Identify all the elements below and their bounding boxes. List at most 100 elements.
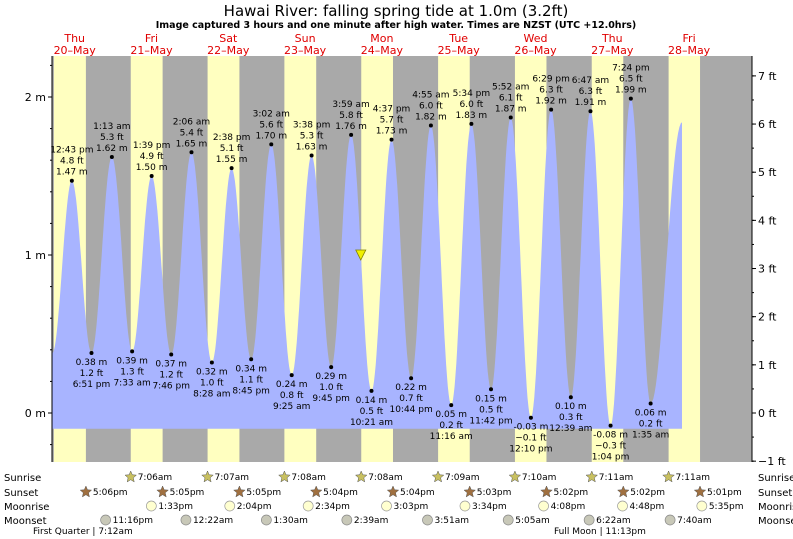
sunrise-time: 7:06am (138, 473, 173, 483)
moonset-icon (502, 514, 514, 526)
high-tide-feet: 5.3 ft (100, 133, 124, 143)
left-tick-label: 1 m (25, 249, 46, 262)
low-tide-time: 9:25 am (273, 402, 310, 412)
left-tick-label: 0 m (25, 407, 46, 420)
high-tide-time: 5:52 am (492, 83, 529, 93)
moonrise-time: 3:03pm (394, 502, 429, 512)
low-tide-metres: 0.22 m (395, 383, 427, 393)
sunset-icon (693, 485, 707, 498)
low-tide-metres: 0.37 m (155, 360, 187, 370)
sunrise-icon (201, 470, 214, 483)
astro-label-left: Sunrise (4, 473, 41, 484)
low-tide-metres: -0.03 m (513, 423, 548, 433)
low-tide-feet: 1.2 ft (159, 371, 183, 381)
sunset-icon (386, 485, 400, 498)
astro-label-left: Sunset (4, 488, 38, 499)
high-tide-feet: 6.0 ft (419, 101, 443, 111)
low-tide-metres: 0.38 m (76, 358, 108, 368)
day-date: 21–May (130, 44, 173, 57)
moonrise-icon (538, 500, 549, 512)
low-tide-metres: 0.24 m (276, 380, 308, 390)
tide-labels: 12:43 pm4.8 ft1.47 m0.38 m1.2 ft6:51 pm1… (50, 64, 669, 463)
high-tide-point (349, 132, 354, 137)
sunrise-time: 7:08am (291, 473, 326, 483)
high-tide-point (69, 178, 74, 183)
high-tide-time: 3:02 am (253, 109, 290, 119)
day-name: Sun (295, 32, 316, 45)
moonrise-time: 3:34pm (472, 502, 507, 512)
high-tide-point (309, 153, 314, 158)
high-tide-feet: 5.4 ft (180, 128, 204, 138)
high-tide-metres: 1.99 m (615, 86, 647, 96)
chart-subtitle: Image captured 3 hours and one minute af… (156, 20, 637, 31)
low-tide-point (568, 395, 573, 400)
tide-curve (52, 98, 683, 429)
sunset-icon (233, 485, 246, 498)
axes: 0 m 1 m 2 m −1 ft 0 ft 1 ft 2 ft 3 ft 4 ft 5 ft 6 … (25, 56, 786, 468)
sunrise-time: 7:10am (522, 473, 557, 483)
low-tide-point (89, 350, 94, 355)
right-tick-label: 0 ft (758, 407, 777, 420)
low-tide-point (249, 357, 254, 362)
current-level-triangle (355, 249, 367, 261)
moonrise-time: 1:33pm (158, 502, 193, 512)
high-tide-point (508, 115, 513, 120)
low-tide-feet: 0.5 ft (360, 407, 384, 417)
day-name: Thu (63, 32, 85, 45)
sunset-time: 5:01pm (707, 488, 742, 498)
high-tide-metres: 1.55 m (216, 155, 248, 165)
sunrise-icon (662, 470, 675, 483)
high-tide-point (229, 166, 234, 171)
sunset-icon (309, 485, 323, 498)
low-tide-time: 12:39 am (549, 424, 592, 434)
high-tide-point (109, 155, 114, 160)
low-tide-feet: −0.1 ft (515, 434, 547, 444)
moonset-icon (261, 514, 272, 526)
high-tide-feet: 6.3 ft (579, 87, 603, 97)
high-tide-feet: 6.3 ft (539, 86, 563, 96)
sunset-icon (540, 485, 553, 498)
low-tide-time: 10:21 am (350, 418, 393, 428)
astronomy-table: Sunrise Sunrise Sunset Sunset Moonrise Moonri… (4, 470, 793, 537)
low-tide-point (369, 388, 374, 393)
high-tide-point (469, 121, 474, 126)
low-tide-point (528, 415, 533, 420)
low-tide-feet: 0.2 ft (439, 421, 463, 431)
day-date: 28–May (668, 44, 711, 57)
low-tide-point (409, 376, 414, 381)
low-tide-metres: 0.15 m (475, 394, 507, 404)
moonset-icon (422, 514, 433, 526)
high-tide-time: 6:47 am (572, 76, 609, 86)
sunrise-time: 7:11am (599, 473, 634, 483)
low-tide-point (169, 352, 174, 357)
right-tick-label: 2 ft (758, 311, 777, 324)
day-name: Wed (523, 32, 547, 45)
moonrise-time: 4:48pm (630, 502, 665, 512)
high-tide-point (269, 142, 274, 147)
low-tide-metres: 0.32 m (196, 367, 228, 377)
low-tide-time: 6:51 pm (73, 380, 111, 390)
high-tide-metres: 1.73 m (376, 127, 408, 137)
right-tick-label: 1 ft (758, 359, 777, 372)
low-tide-time: 11:42 pm (469, 416, 512, 426)
high-tide-time: 1:13 am (93, 122, 130, 132)
high-tide-time: 2:38 pm (213, 133, 251, 143)
low-tide-feet: −0.3 ft (595, 442, 627, 452)
low-tide-point (449, 403, 454, 408)
sunset-time: 5:04pm (400, 488, 435, 498)
moonrise-icon (145, 500, 157, 512)
astro-label-right: Moonrise (758, 502, 793, 513)
high-tide-point (389, 137, 394, 142)
high-tide-metres: 1.63 m (296, 142, 328, 152)
moonrise-icon (617, 500, 628, 512)
moon-phase-label: Full Moon | 11:13pm (554, 527, 646, 537)
day-name: Mon (370, 32, 393, 45)
low-tide-point (489, 387, 494, 392)
low-tide-metres: -0.08 m (593, 431, 628, 441)
low-tide-metres: 0.29 m (315, 372, 347, 382)
sunrise-icon (585, 470, 599, 483)
astro-label-right: Sunset (758, 488, 792, 499)
sunrise-icon (508, 470, 522, 483)
sunset-time: 5:02pm (553, 488, 588, 498)
